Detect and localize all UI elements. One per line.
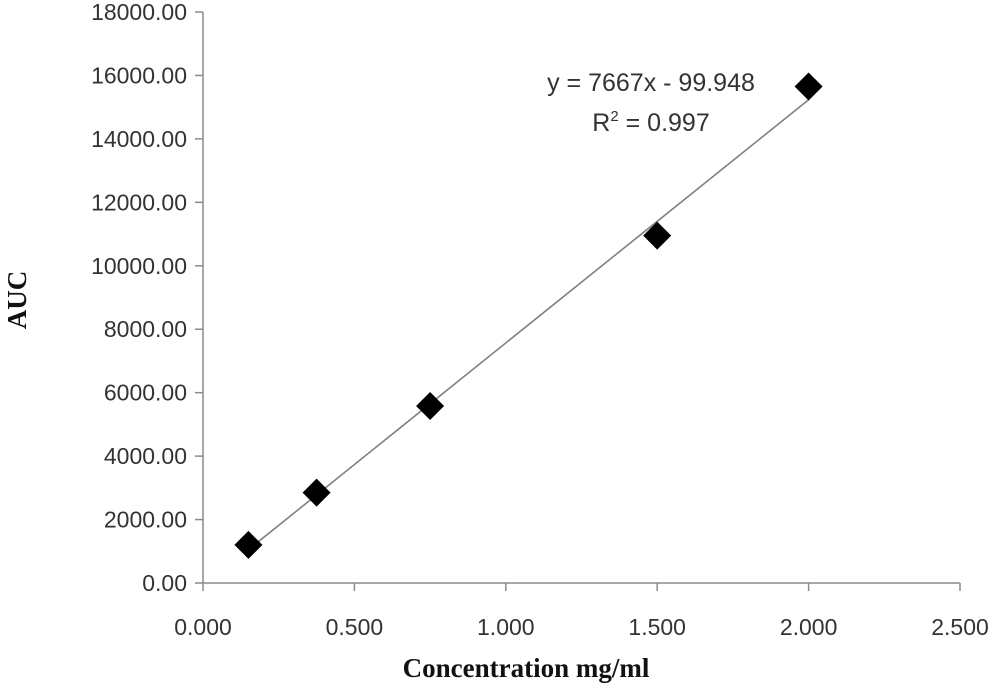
data-point (416, 391, 445, 420)
trendline-group (247, 99, 810, 551)
r-squared-prefix: R (592, 109, 610, 137)
y-tick-label: 6000.00 (104, 380, 187, 406)
r-squared-exponent: 2 (610, 108, 618, 125)
y-tick-label: 2000.00 (104, 507, 187, 533)
data-point (794, 72, 823, 101)
axes (202, 12, 960, 584)
y-tick-label: 10000.00 (91, 253, 187, 279)
data-point (234, 530, 263, 559)
x-tick-label: 1.500 (628, 614, 686, 640)
x-axis-title: Concentration mg/ml (403, 653, 650, 683)
trendline-equation: y = 7667x - 99.948 (547, 69, 755, 97)
r-squared-value: = 0.997 (619, 109, 710, 137)
x-tick-label: 1.000 (477, 614, 535, 640)
y-tick-label: 16000.00 (91, 62, 187, 88)
data-point (302, 478, 331, 507)
trendline (247, 99, 810, 551)
y-tick-label: 8000.00 (104, 316, 187, 342)
y-tick-label: 4000.00 (104, 443, 187, 469)
x-tick-label: 0.500 (326, 614, 384, 640)
x-axis-ticks: 0.000 0.500 1.000 1.500 2.000 2.500 (174, 583, 989, 640)
data-point (643, 221, 672, 250)
y-tick-label: 0.00 (142, 570, 187, 596)
x-tick-label: 2.000 (780, 614, 838, 640)
y-tick-label: 14000.00 (91, 126, 187, 152)
y-tick-label: 12000.00 (91, 189, 187, 215)
y-axis-title: AUC (2, 271, 32, 330)
x-tick-label: 2.500 (931, 614, 989, 640)
y-tick-label: 18000.00 (91, 0, 187, 25)
data-points (234, 72, 823, 559)
r-squared-label: R2 = 0.997 (592, 108, 709, 137)
x-tick-label: 0.000 (174, 614, 232, 640)
y-axis-ticks: 0.00 2000.00 4000.00 6000.00 8000.00 10000.00… (91, 0, 203, 596)
